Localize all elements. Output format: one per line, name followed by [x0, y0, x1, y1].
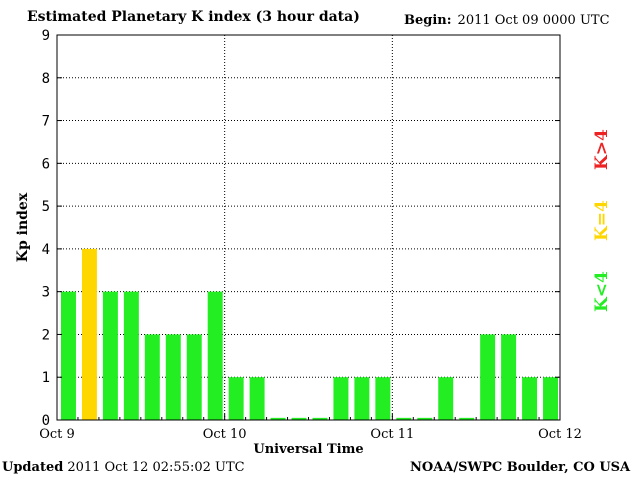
bar-15: [375, 377, 391, 420]
bar-16: [396, 417, 412, 420]
bar-3: [123, 291, 139, 420]
bar-14: [354, 377, 370, 420]
credit: NOAA/SWPC Boulder, CO USA: [410, 460, 631, 475]
x-tick-label: Oct 12: [538, 427, 582, 442]
legend-above: K>4: [592, 129, 612, 170]
y-tick-label: 4: [42, 242, 50, 258]
bar-1: [81, 248, 97, 420]
x-tick-label: Oct 9: [39, 427, 75, 442]
y-tick-label: 1: [42, 370, 50, 386]
x-axis-label: Universal Time: [253, 442, 363, 457]
bar-22: [522, 377, 538, 420]
bar-6: [186, 334, 202, 420]
bar-4: [144, 334, 160, 420]
begin-label: Begin:: [404, 13, 452, 28]
bar-20: [480, 334, 496, 420]
bar-17: [417, 417, 433, 420]
y-tick-label: 2: [42, 327, 50, 343]
begin-time: Begin: 2011 Oct 09 0000 UTC: [404, 13, 610, 28]
begin-value: 2011 Oct 09 0000 UTC: [457, 13, 610, 28]
y-tick-label: 7: [42, 114, 50, 130]
bar-12: [312, 417, 328, 420]
bar-23: [543, 377, 558, 420]
bar-10: [270, 417, 286, 420]
bar-2: [102, 291, 118, 420]
bar-8: [228, 377, 244, 420]
y-tick-label: 6: [42, 156, 50, 172]
x-tick-label: Oct 11: [370, 427, 414, 442]
y-tick-label: 0: [42, 413, 50, 429]
updated-value: 2011 Oct 12 02:55:02 UTC: [67, 460, 245, 475]
x-tick-label: Oct 10: [203, 427, 247, 442]
bar-0: [61, 291, 76, 420]
bar-5: [165, 334, 181, 420]
y-tick-label: 5: [42, 199, 50, 215]
y-tick-label: 3: [42, 285, 50, 301]
bar-18: [438, 377, 454, 420]
y-tick-label: 9: [42, 28, 50, 44]
updated-label: Updated: [2, 460, 64, 475]
bar-19: [459, 417, 475, 420]
legend-equal: K=4: [592, 200, 612, 241]
bar-13: [333, 377, 349, 420]
chart-title: Estimated Planetary K index (3 hour data…: [27, 9, 360, 25]
y-tick-label: 8: [42, 71, 50, 87]
updated-time: Updated 2011 Oct 12 02:55:02 UTC: [2, 460, 245, 475]
bar-21: [501, 334, 517, 420]
bar-7: [207, 291, 223, 420]
legend-below: K<4: [592, 271, 612, 312]
bar-11: [291, 417, 307, 420]
bar-9: [249, 377, 265, 420]
y-axis-label: Kp index: [15, 192, 31, 262]
